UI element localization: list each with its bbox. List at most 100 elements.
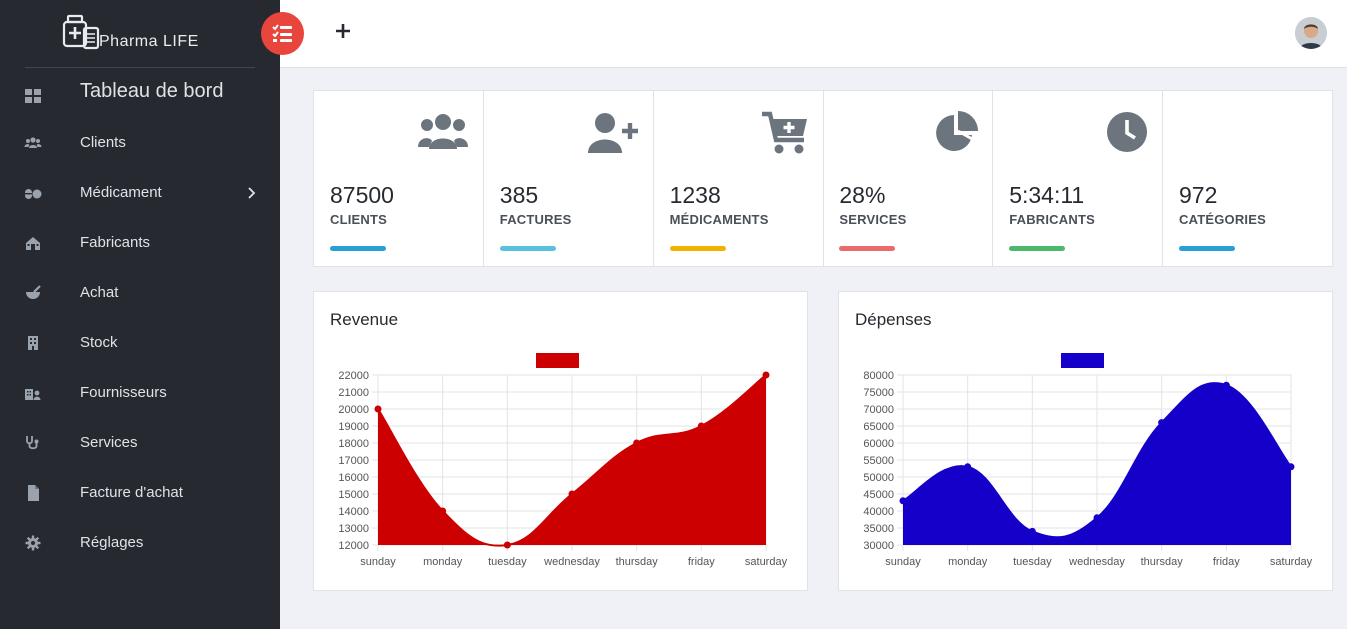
y-tick-label: 20000 xyxy=(338,404,369,416)
stat-card-services[interactable]: 28% SERVICES xyxy=(823,91,994,266)
sidebar-item-achat[interactable]: Achat xyxy=(0,268,280,318)
chart-title: Revenue xyxy=(330,310,399,329)
stat-label: SERVICES xyxy=(839,212,907,227)
y-tick-label: 80000 xyxy=(863,370,894,382)
stat-accent-bar xyxy=(1179,246,1235,251)
sidebar-item-tableau-de-bord[interactable]: Tableau de bord xyxy=(0,68,280,118)
x-tick-label: sunday xyxy=(360,556,396,568)
stat-value: 972 xyxy=(1179,182,1218,208)
data-point[interactable] xyxy=(762,371,770,379)
y-tick-label: 75000 xyxy=(863,387,894,399)
x-tick-label: wednesday xyxy=(1068,556,1125,568)
topbar xyxy=(280,0,1347,68)
data-point[interactable] xyxy=(374,405,382,413)
sidebar-item-facture-d-achat[interactable]: Facture d'achat xyxy=(0,468,280,518)
y-tick-label: 12000 xyxy=(338,540,369,552)
data-point[interactable] xyxy=(1093,514,1101,522)
stat-card-factures[interactable]: 385 FACTURES xyxy=(484,91,654,266)
x-tick-label: monday xyxy=(423,556,463,568)
dashboard-icon xyxy=(25,89,41,103)
factory-icon xyxy=(26,237,40,250)
area-chart: 12000 13000 14000 15000 16000 17000 18000 19000… xyxy=(338,353,788,568)
stat-value: 385 xyxy=(499,182,539,208)
data-point[interactable] xyxy=(1158,419,1166,427)
chevron-right-icon[interactable] xyxy=(246,186,256,200)
sidebar-item-label: Stock xyxy=(80,334,118,351)
y-tick-label: 50000 xyxy=(863,472,894,484)
stat-label: CLIENTS xyxy=(330,212,388,227)
x-tick-label: saturday xyxy=(1270,556,1313,568)
data-point[interactable] xyxy=(1028,527,1036,535)
file-icon xyxy=(28,485,39,501)
stat-accent-bar xyxy=(669,246,726,251)
revenue-chart-card: Revenue 12000 13000 14000 15000 16000 17000 18… xyxy=(313,291,808,591)
stat-label: MÉDICAMENTS xyxy=(669,212,769,227)
data-point[interactable] xyxy=(1287,463,1295,471)
stat-value: 1238 xyxy=(669,182,721,208)
sidebar-item-label: Achat xyxy=(80,284,119,301)
x-tick-label: friday xyxy=(688,556,715,568)
x-tick-label: thursday xyxy=(616,556,659,568)
sidebar-item-fournisseurs[interactable]: Fournisseurs xyxy=(0,368,280,418)
stat-card-fabricants[interactable]: 5:34:11 FABRICANTS xyxy=(993,91,1164,266)
y-tick-label: 21000 xyxy=(338,387,369,399)
user-avatar[interactable] xyxy=(1295,17,1327,49)
sidebar-item-m-dicament[interactable]: Médicament xyxy=(0,168,280,218)
stat-card-clients[interactable]: 87500 CLIENTS xyxy=(314,91,484,266)
sidebar-item-label: Fournisseurs xyxy=(80,384,167,401)
y-tick-label: 18000 xyxy=(338,438,369,450)
sidebar-item-label: Fabricants xyxy=(80,234,151,251)
area-chart: 30000 35000 40000 45000 50000 55000 60000 65000… xyxy=(863,353,1313,568)
y-tick-label: 16000 xyxy=(338,472,369,484)
x-tick-label: tuesday xyxy=(488,556,527,568)
y-tick-label: 55000 xyxy=(863,455,894,467)
y-tick-label: 17000 xyxy=(338,455,369,467)
data-point[interactable] xyxy=(503,541,511,549)
sidebar-item-services[interactable]: Services xyxy=(0,418,280,468)
stat-accent-bar xyxy=(1009,246,1066,251)
pharmacy-logo-icon xyxy=(62,14,100,50)
sidebar-item-clients[interactable]: Clients xyxy=(0,118,280,168)
data-point[interactable] xyxy=(1222,381,1230,389)
stat-value: 5:34:11 xyxy=(1009,182,1085,208)
stat-label: CATÉGORIES xyxy=(1179,212,1266,227)
cart-plus-icon xyxy=(761,111,809,160)
y-tick-label: 22000 xyxy=(338,370,369,382)
plus-icon[interactable] xyxy=(331,19,355,43)
legend-swatch[interactable] xyxy=(536,353,579,368)
data-point[interactable] xyxy=(697,422,705,430)
stat-card-medicaments[interactable]: 1238 MÉDICAMENTS xyxy=(654,91,824,266)
y-tick-label: 19000 xyxy=(338,421,369,433)
y-tick-label: 15000 xyxy=(338,489,369,501)
data-point[interactable] xyxy=(568,490,576,498)
stats-panel: 87500 CLIENTS 385 FACTURES 1238 MÉDICAMENTS 28… xyxy=(313,90,1333,267)
x-tick-label: wednesday xyxy=(543,556,600,568)
data-point[interactable] xyxy=(439,507,447,515)
brand[interactable]: Pharma LIFE xyxy=(0,0,280,68)
data-point[interactable] xyxy=(964,463,972,471)
data-point[interactable] xyxy=(633,439,641,447)
sidebar-item-fabricants[interactable]: Fabricants xyxy=(0,218,280,268)
x-tick-label: thursday xyxy=(1141,556,1184,568)
x-tick-label: monday xyxy=(948,556,988,568)
legend-swatch[interactable] xyxy=(1061,353,1104,368)
y-tick-label: 13000 xyxy=(338,523,369,535)
expenses-chart-card: Dépenses 30000 35000 40000 45000 50000 55000 6… xyxy=(838,291,1333,591)
building-icon xyxy=(28,336,38,350)
pie-chart-icon xyxy=(934,111,979,160)
mortar-icon xyxy=(26,285,41,299)
stat-label: FABRICANTS xyxy=(1009,212,1095,227)
stat-accent-bar xyxy=(330,246,386,251)
x-tick-label: sunday xyxy=(885,556,921,568)
x-tick-label: tuesday xyxy=(1013,556,1052,568)
supplier-icon xyxy=(25,389,41,400)
menu-toggle-button[interactable] xyxy=(261,12,304,55)
stat-value: 87500 xyxy=(330,182,394,208)
data-point[interactable] xyxy=(899,497,907,505)
sidebar-item-r-glages[interactable]: Réglages xyxy=(0,518,280,568)
y-tick-label: 35000 xyxy=(863,523,894,535)
sidebar-item-stock[interactable]: Stock xyxy=(0,318,280,368)
sidebar-item-label: Réglages xyxy=(80,534,144,551)
stat-card-categories[interactable]: 972 CATÉGORIES xyxy=(1163,91,1333,266)
brand-divider xyxy=(25,67,255,68)
